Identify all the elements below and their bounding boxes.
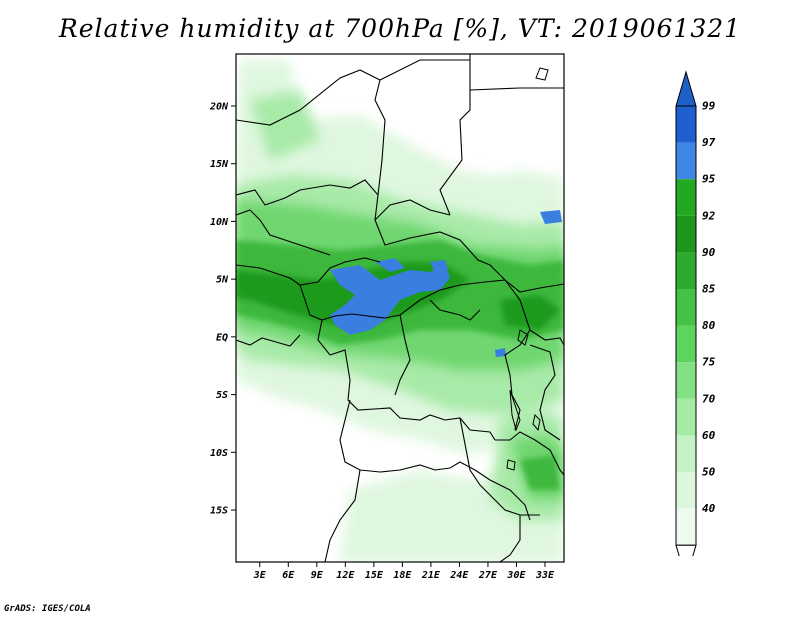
map-title: Relative humidity at 700hPa [%], VT: 201… (58, 14, 742, 43)
colorbar: 99 97 95 92 90 85 80 75 70 60 50 40 (675, 70, 716, 556)
colorbar-level-label: 40 (702, 502, 716, 515)
colorbar-level-label: 92 (702, 209, 716, 222)
colorbar-level-label: 99 (702, 100, 716, 113)
colorbar-box (676, 508, 696, 546)
lat-label: EQ (216, 332, 228, 343)
colorbar-level-label: 85 (702, 283, 716, 296)
colorbar-level-label: 97 (702, 136, 716, 149)
lon-label: 33E (535, 570, 555, 581)
colorbar-level-label: 75 (702, 356, 716, 369)
lon-label: 18E (393, 570, 412, 581)
colorbar-boxes (675, 70, 697, 556)
lat-label: 10N (210, 217, 229, 228)
lon-label: 24E (449, 570, 469, 581)
colorbar-level-label: 80 (702, 319, 716, 332)
lon-label: 9E (311, 570, 324, 581)
colorbar-box (676, 435, 696, 472)
colorbar-box (676, 252, 696, 289)
lat-label: 10S (210, 448, 228, 459)
colorbar-box (676, 215, 696, 253)
colorbar-top-arrow (675, 70, 697, 107)
lat-label: 5S (216, 390, 228, 401)
lon-label: 12E (336, 570, 355, 581)
colorbar-box (676, 362, 696, 399)
colorbar-level-label: 70 (702, 392, 716, 405)
colorbar-box (676, 142, 696, 180)
colorbar-level-label: 90 (702, 246, 716, 259)
colorbar-labels: 99 97 95 92 90 85 80 75 70 60 50 40 (702, 100, 716, 516)
grads-credit: GrADS: IGES/COLA (4, 604, 91, 614)
lon-label: 15E (365, 570, 384, 581)
lon-label: 27E (478, 570, 498, 581)
colorbar-bottom-arrow (675, 544, 697, 556)
colorbar-box (676, 106, 696, 143)
lon-label: 3E (253, 570, 267, 581)
lon-label: 6E (282, 570, 295, 581)
colorbar-level-label: 60 (702, 429, 716, 442)
colorbar-box (676, 398, 696, 436)
lon-label: 21E (421, 570, 441, 581)
lat-label: 15S (210, 506, 228, 517)
longitude-axis: 3E 6E 9E 12E 15E 18E 21E 24E 27E 30E 33E (253, 562, 555, 581)
lat-label: 15N (210, 159, 229, 170)
colorbar-box (676, 289, 696, 326)
lat-label: 5N (216, 275, 229, 286)
latitude-axis: 20N 15N 10N 5N EQ 5S 10S 15S (209, 101, 236, 517)
colorbar-box (676, 179, 696, 216)
map-frame (235, 53, 565, 563)
colorbar-box (676, 472, 696, 509)
country-borders (236, 54, 564, 562)
lon-label: 30E (506, 570, 526, 581)
lakes (506, 67, 549, 471)
humidity-field (236, 54, 564, 562)
lat-label: 20N (209, 101, 229, 112)
colorbar-level-label: 50 (702, 466, 716, 479)
colorbar-level-label: 95 (702, 173, 716, 186)
colorbar-box (676, 325, 696, 363)
